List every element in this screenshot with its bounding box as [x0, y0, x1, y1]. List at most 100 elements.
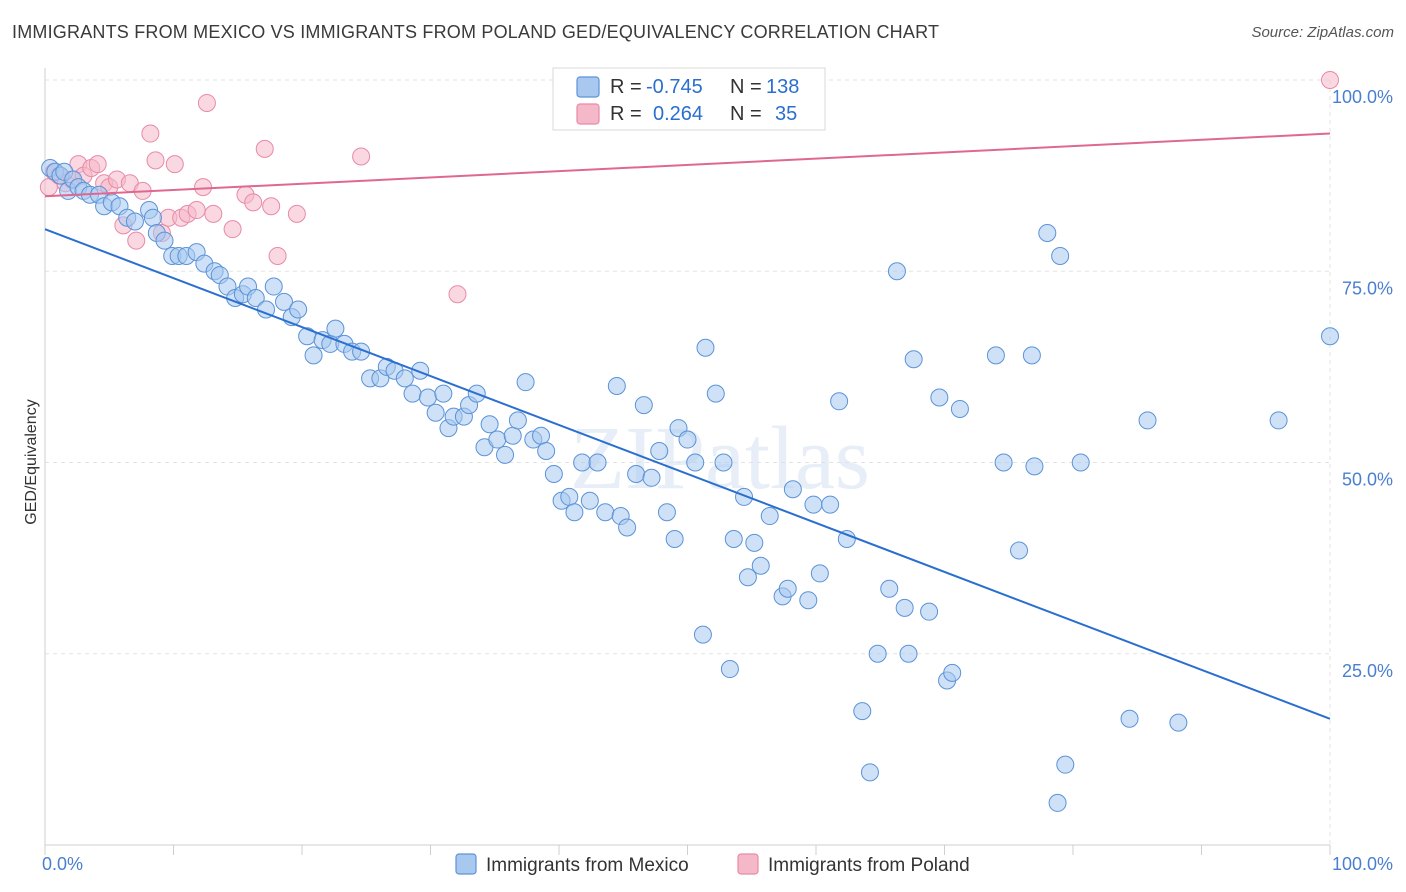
mexico-point	[596, 503, 615, 522]
mexico-point	[738, 568, 757, 587]
mexico-point	[860, 763, 879, 782]
mexico-point	[508, 411, 527, 430]
mexico-point	[426, 403, 445, 422]
poland-point	[141, 124, 160, 143]
axes	[44, 68, 1331, 855]
mexico-point	[488, 430, 507, 449]
chart-title: IMMIGRANTS FROM MEXICO VS IMMIGRANTS FRO…	[12, 22, 940, 42]
mexico-point	[565, 503, 584, 522]
mexico-point	[532, 426, 551, 445]
poland-point	[88, 155, 107, 174]
mexico-point	[804, 495, 823, 514]
poland-point	[1321, 71, 1339, 89]
mexico-point	[1120, 709, 1139, 728]
mexico-point	[480, 415, 499, 434]
bottom-legend-swatch-mexico	[455, 853, 477, 875]
legend-n-value-mexico: 138	[766, 76, 799, 98]
mexico-point	[1071, 453, 1090, 472]
mexico-point	[627, 464, 646, 483]
poland-point	[255, 139, 274, 158]
legend-swatch-poland	[576, 103, 600, 125]
mexico-point	[403, 384, 422, 403]
legend-r-value-poland: 0.264	[653, 103, 703, 125]
poland-point	[244, 193, 263, 212]
mexico-point	[821, 495, 840, 514]
mexico-point	[799, 591, 818, 610]
poland-point	[352, 147, 371, 166]
mexico-point	[686, 453, 705, 472]
poland-point	[194, 178, 213, 197]
y-axis-label: GED/Equivalency	[23, 399, 40, 524]
mexico-point	[418, 388, 437, 407]
mexico-point	[264, 277, 283, 296]
mexico-point	[714, 453, 733, 472]
mexico-point	[411, 361, 430, 380]
legend-r-label-mexico: R =	[610, 76, 642, 98]
mexico-point	[634, 396, 653, 415]
mexico-point	[868, 644, 887, 663]
mexico-point	[745, 533, 764, 552]
y-tick-label: 100.0%	[1332, 87, 1393, 107]
mexico-point	[880, 579, 899, 598]
mexico-point	[1169, 713, 1188, 732]
poland-point	[187, 201, 206, 220]
poland-point	[127, 231, 146, 250]
y-tick-label: 25.0%	[1342, 661, 1393, 681]
mexico-point	[693, 625, 712, 644]
mexico-point	[657, 503, 676, 522]
mexico-point	[778, 579, 797, 598]
mexico-point	[560, 487, 579, 506]
mexico-point	[943, 663, 962, 682]
mexico-point	[588, 453, 607, 472]
mexico-point	[1048, 793, 1067, 812]
trend-lines	[44, 132, 1331, 720]
mexico-point	[516, 373, 535, 392]
mexico-point	[783, 480, 802, 499]
mexico-point	[1138, 411, 1157, 430]
mexico-point	[618, 518, 637, 537]
mexico-point	[304, 346, 323, 365]
legend-swatch-mexico	[576, 76, 600, 98]
mexico-point	[950, 399, 969, 418]
x-tick-label: 0.0%	[42, 854, 83, 874]
mexico-point	[125, 212, 144, 231]
mexico-point	[899, 644, 918, 663]
bottom-legend-swatch-poland	[737, 853, 759, 875]
mexico-point	[155, 231, 174, 250]
mexico-point	[326, 319, 345, 338]
mexico-point	[580, 491, 599, 510]
mexico-point	[994, 453, 1013, 472]
mexico-point	[496, 445, 515, 464]
mexico-point	[1022, 346, 1041, 365]
x-tick-label: 100.0%	[1332, 854, 1393, 874]
mexico-point	[887, 262, 906, 281]
legend-n-label-mexico: N =	[730, 76, 762, 98]
poland-point	[165, 155, 184, 174]
mexico-point	[720, 660, 739, 679]
legend-r-value-mexico: -0.745	[646, 76, 703, 98]
mexico-point	[642, 468, 661, 487]
legend-r-label-poland: R =	[610, 103, 642, 125]
mexico-series	[41, 71, 1339, 812]
mexico-point	[1051, 246, 1070, 265]
mexico-point	[904, 350, 923, 369]
y-tick-label: 75.0%	[1342, 278, 1393, 298]
stats-legend: R = -0.745 N = 138 R = 0.264 N = 35	[552, 67, 826, 131]
poland-point	[448, 285, 467, 304]
poland-point	[146, 151, 165, 170]
mexico-point	[920, 602, 939, 621]
mexico-point	[275, 292, 294, 311]
mexico-point	[678, 430, 697, 449]
poland-point	[204, 204, 223, 223]
mexico-point	[665, 530, 684, 548]
bottom-legend-label-mexico: Immigrants from Mexico	[486, 855, 689, 876]
mexico-point	[853, 702, 872, 721]
mexico-point	[1056, 755, 1075, 774]
mexico-point	[735, 487, 754, 506]
mexico-point	[830, 392, 849, 411]
poland-point	[197, 93, 216, 112]
mexico-point	[650, 442, 669, 461]
mexico-point	[503, 426, 522, 445]
bottom-legend-label-poland: Immigrants from Poland	[768, 855, 970, 876]
